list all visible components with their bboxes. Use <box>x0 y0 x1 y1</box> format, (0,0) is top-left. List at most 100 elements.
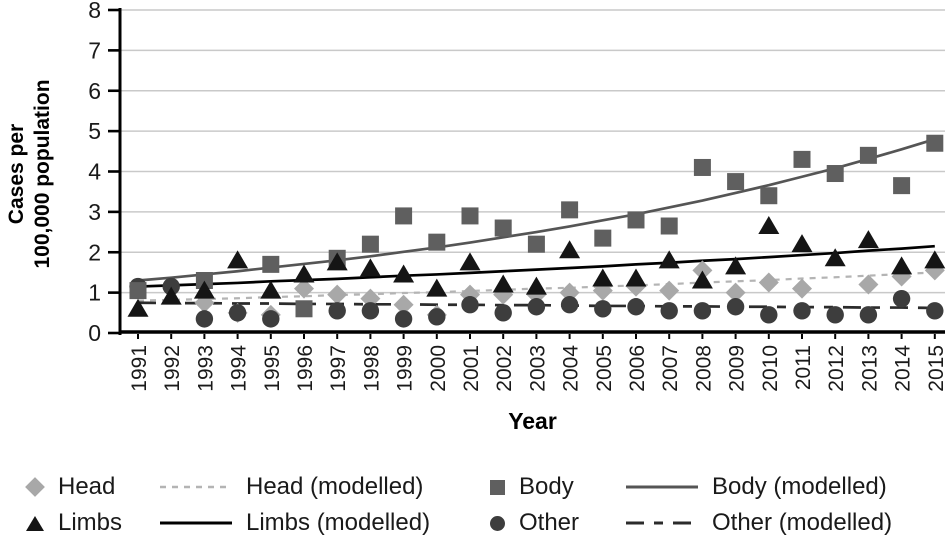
data-point-body <box>295 300 313 318</box>
data-point-head <box>692 260 713 281</box>
data-point-body <box>461 207 479 225</box>
data-point-limbs <box>791 234 813 253</box>
legend-label-head-modelled: Head (modelled) <box>246 473 424 500</box>
data-point-body <box>561 201 579 219</box>
data-point-body <box>693 158 711 176</box>
data-point-other <box>394 310 413 328</box>
data-point-other <box>594 300 612 318</box>
data-point-limbs <box>359 258 381 277</box>
legend-label-other: Other <box>519 509 580 536</box>
data-point-body <box>826 165 844 183</box>
data-point-limbs <box>592 268 614 287</box>
y-tick-label: 2 <box>88 239 101 265</box>
data-point-other <box>328 302 346 320</box>
data-point-body <box>262 255 280 273</box>
legend-item-head-modelled: Head (modelled) <box>160 472 423 502</box>
line-body-modelled <box>137 137 936 282</box>
x-tick-label: 2012 <box>825 345 848 392</box>
data-point-body <box>395 207 413 225</box>
x-tick-label: 2011 <box>792 345 815 390</box>
x-tick-label: 2003 <box>526 345 549 392</box>
data-point-body <box>660 217 678 235</box>
data-point-body <box>361 235 379 253</box>
data-point-body <box>195 272 213 290</box>
data-point-other <box>428 308 446 326</box>
data-point-other <box>527 298 546 316</box>
data-point-body <box>760 187 778 205</box>
data-point-body <box>594 229 612 247</box>
data-point-body <box>793 150 811 168</box>
data-point-limbs <box>227 250 249 269</box>
x-tick-label: 1998 <box>360 345 383 392</box>
data-point-other <box>793 302 811 320</box>
data-point-limbs <box>492 274 514 293</box>
legend-label-limbs: Limbs <box>58 509 123 536</box>
data-point-body <box>893 177 911 195</box>
circle-marker-icon <box>490 515 505 531</box>
x-tick-label: 2001 <box>460 345 483 392</box>
x-tick-label: 2007 <box>659 345 682 392</box>
data-point-limbs <box>127 298 149 317</box>
y-axis-title-line1: Cases per <box>5 123 28 225</box>
legend-label-body-modelled: Body (modelled) <box>712 473 887 500</box>
data-point-other <box>760 306 778 324</box>
data-point-limbs <box>260 280 282 299</box>
data-point-limbs <box>891 256 913 275</box>
data-point-body <box>129 282 147 300</box>
x-axis-title: Year <box>508 408 557 434</box>
data-point-body <box>859 146 877 164</box>
chart-area: Cases per 100,000 population 0 1 2 3 4 5 6 7 8 19… <box>5 0 948 434</box>
data-point-body <box>527 235 545 253</box>
data-point-limbs <box>625 268 647 287</box>
data-point-head <box>327 284 348 305</box>
x-tick-label: 1991 <box>128 345 151 392</box>
legend-item-other-modelled: Other (modelled) <box>626 508 892 538</box>
data-point-body <box>428 233 446 251</box>
line-sample-icon <box>626 521 698 525</box>
data-point-body <box>494 219 512 237</box>
y-tick-label: 8 <box>88 0 101 23</box>
y-tick-label: 7 <box>88 37 101 63</box>
data-point-other <box>162 277 180 296</box>
data-point-other <box>560 296 579 314</box>
data-point-limbs <box>725 256 747 275</box>
legend-item-head: Head <box>25 472 115 502</box>
data-point-limbs <box>326 252 348 271</box>
x-tick-label: 1999 <box>394 345 417 392</box>
data-point-other <box>660 302 678 320</box>
data-point-other <box>926 302 944 320</box>
data-point-other <box>726 298 745 316</box>
square-marker-icon <box>490 479 505 495</box>
legend-label-limbs-modelled: Limbs (modelled) <box>246 509 431 536</box>
y-tick-label: 5 <box>88 118 101 144</box>
y-tick-label: 6 <box>88 78 101 104</box>
x-tick-label: 1996 <box>294 345 317 392</box>
x-tick-label: 2010 <box>759 345 782 392</box>
x-tick-label: 2006 <box>626 345 649 392</box>
x-tick-label: 2000 <box>427 345 450 392</box>
data-point-head <box>725 282 746 303</box>
data-point-limbs <box>426 278 448 297</box>
data-point-limbs <box>824 248 846 267</box>
data-point-limbs <box>459 252 481 271</box>
x-tick-label: 2008 <box>692 345 715 392</box>
line-sample-icon <box>626 485 698 489</box>
x-tick-label: 1993 <box>194 345 217 392</box>
data-point-head <box>858 274 879 295</box>
diamond-marker-icon <box>25 477 45 497</box>
series-limbs <box>127 216 946 317</box>
data-point-other <box>228 304 247 322</box>
y-tick-label: 0 <box>88 320 101 346</box>
data-point-limbs <box>193 280 215 299</box>
data-point-body <box>926 134 944 152</box>
data-point-head <box>393 294 414 315</box>
data-point-limbs <box>393 264 415 283</box>
data-point-limbs <box>924 250 946 269</box>
data-point-limbs <box>658 250 680 269</box>
data-point-limbs <box>293 264 315 283</box>
x-tick-label: 1995 <box>261 345 284 392</box>
x-tick-label: 2014 <box>892 345 915 392</box>
data-point-limbs <box>559 240 581 259</box>
data-point-limbs <box>525 276 547 295</box>
x-tick-label: 2002 <box>493 345 516 392</box>
